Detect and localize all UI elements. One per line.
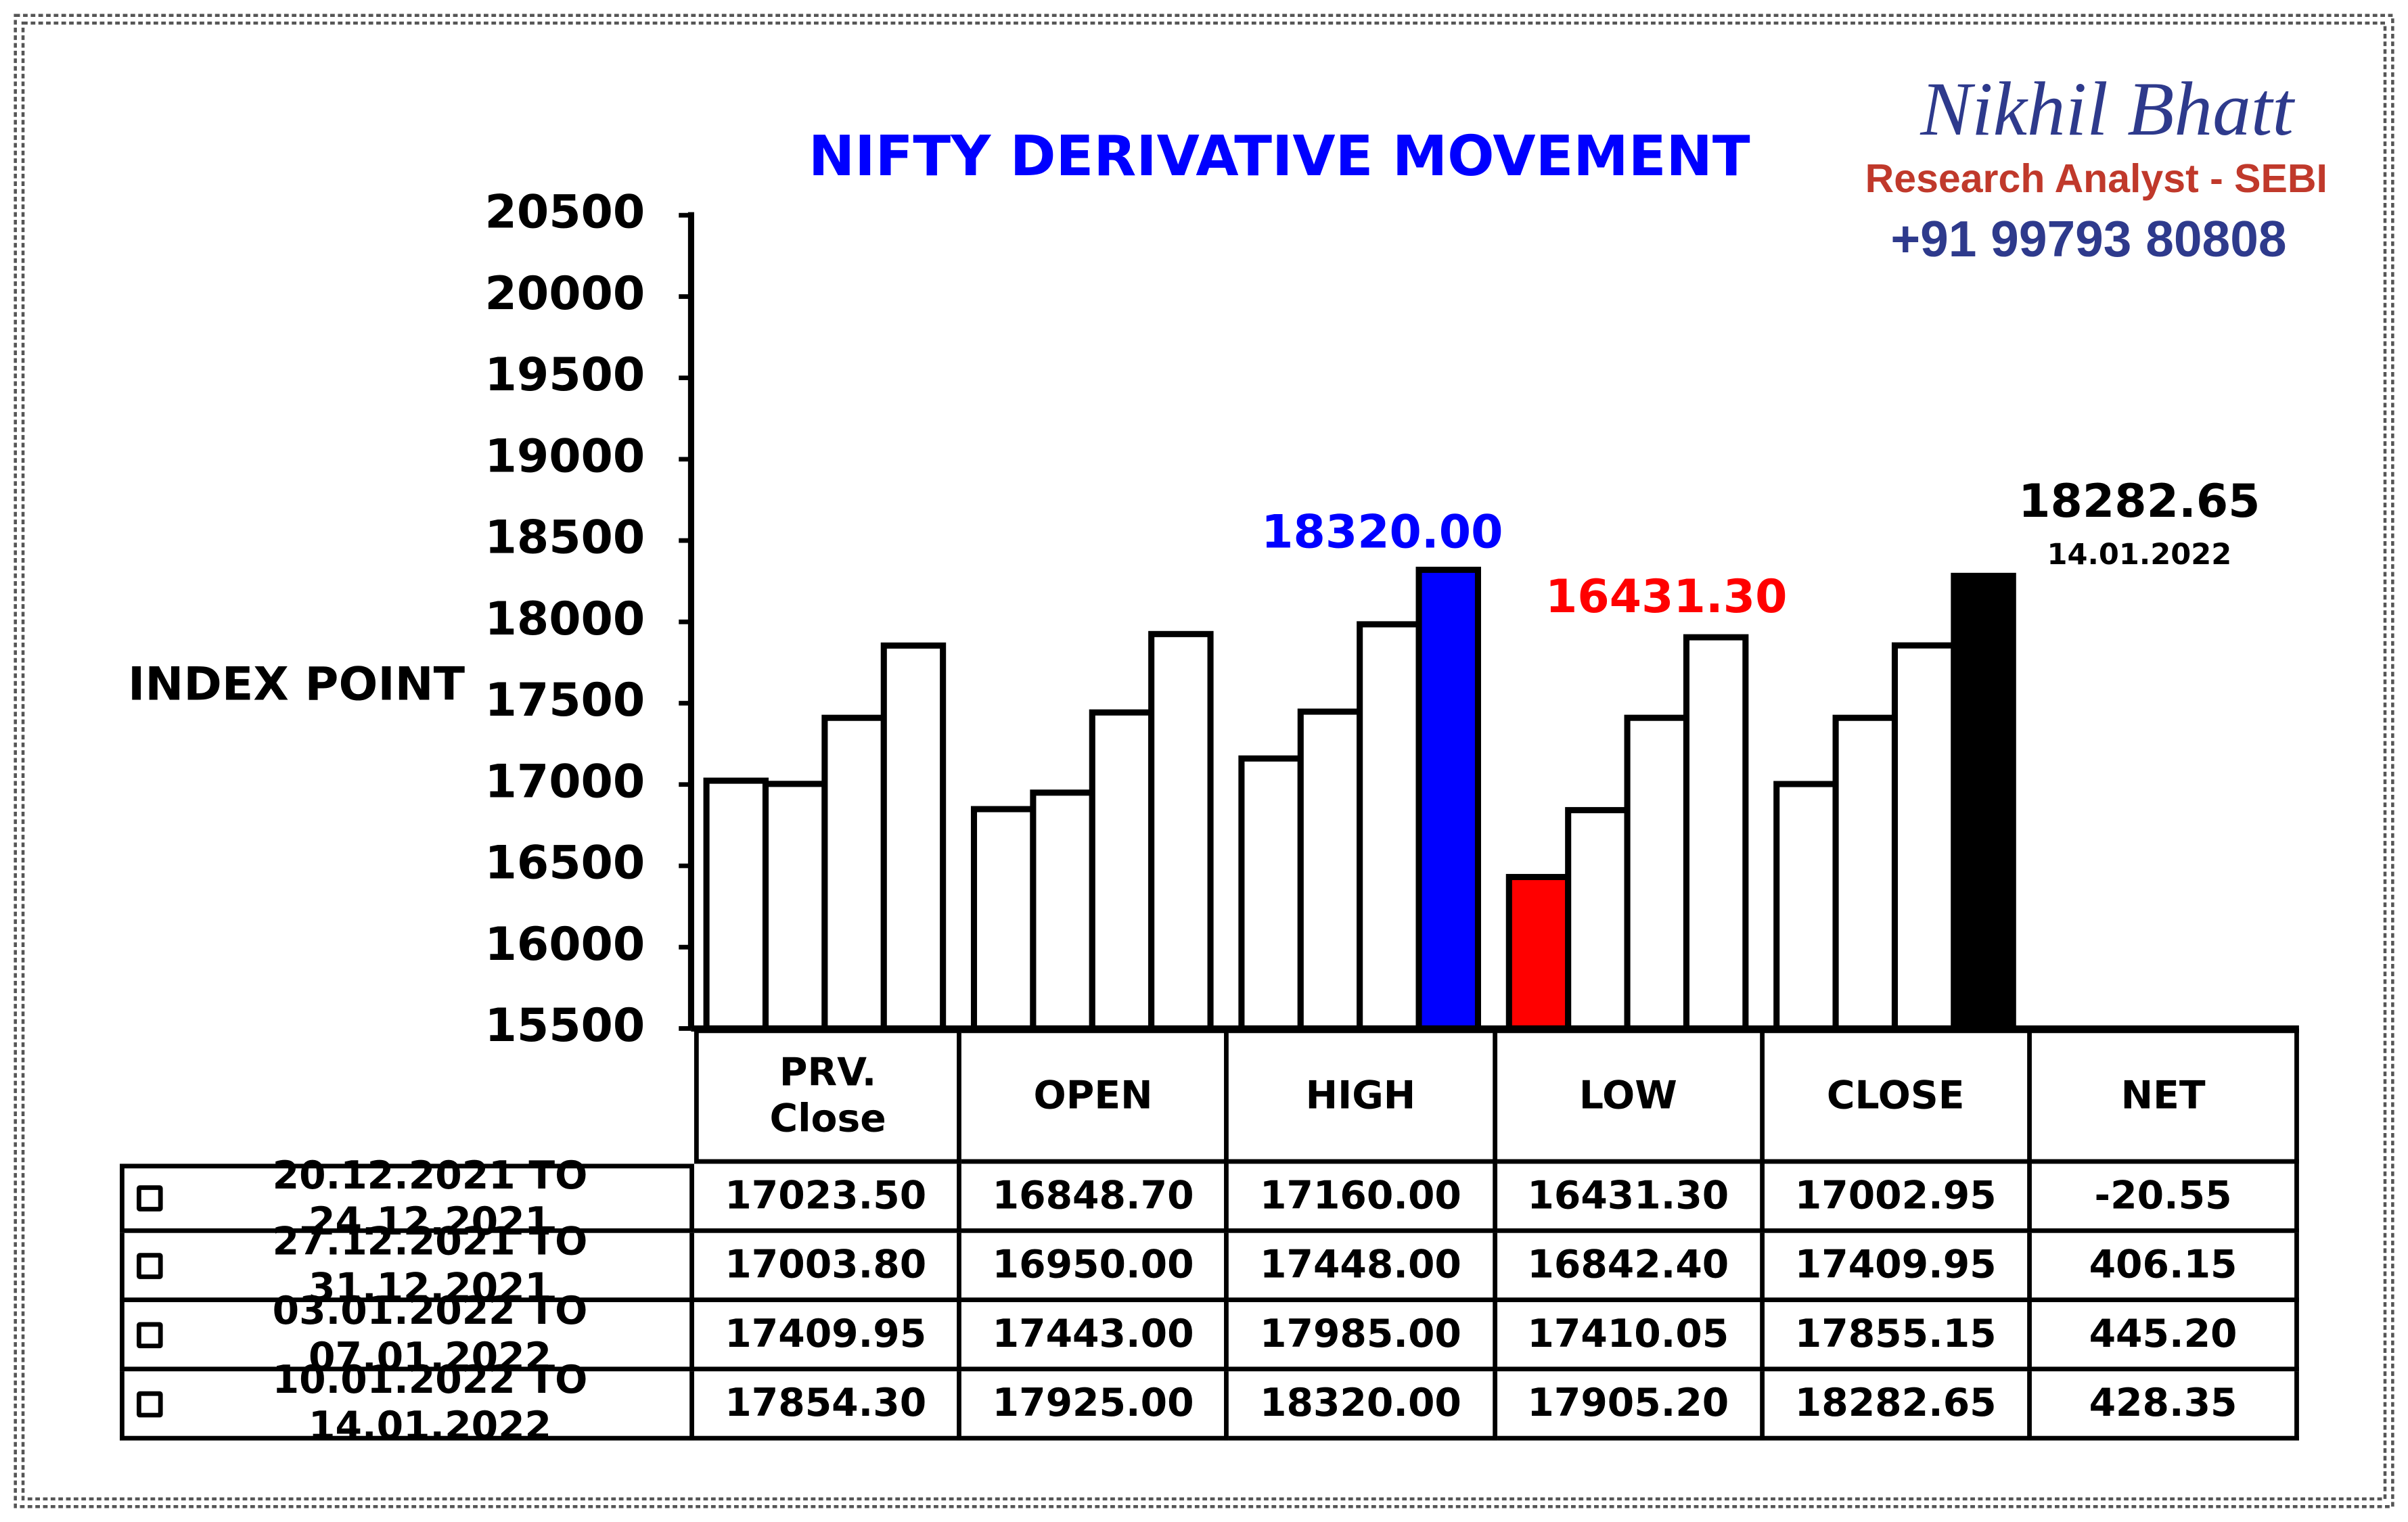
y-axis-label: INDEX POINT <box>128 658 465 711</box>
table-cell: 428.35 <box>2031 1371 2300 1441</box>
table-cell: 17410.05 <box>1497 1301 1765 1372</box>
y-tick-label: 16000 <box>484 918 645 971</box>
bar <box>762 781 828 1032</box>
table-cell: 18320.00 <box>1229 1371 1497 1441</box>
table-cell: 17023.50 <box>694 1163 962 1233</box>
table-cell: 16431.30 <box>1497 1163 1765 1233</box>
annotation: 14.01.2022 <box>2047 538 2231 572</box>
brand-phone: +91 99793 80808 <box>1890 210 2286 267</box>
legend-swatch <box>137 1390 163 1417</box>
y-tick-label: 20500 <box>484 186 645 239</box>
legend-swatch <box>137 1252 163 1278</box>
table-cell: 17443.00 <box>961 1301 1229 1372</box>
bar <box>1357 621 1422 1032</box>
bar <box>970 806 1037 1032</box>
table-cell: 17448.00 <box>1229 1232 1497 1302</box>
column-header: NET <box>2031 1028 2300 1164</box>
row-label: 20.12.2021 TO 24.12.2021 <box>120 1152 694 1243</box>
y-tick-label: 16500 <box>484 837 645 890</box>
table-cell: 16950.00 <box>961 1232 1229 1302</box>
row-label: 03.01.2022 TO 07.01.2022 <box>120 1289 694 1379</box>
row-label: 10.01.2022 TO 14.01.2022 <box>120 1358 694 1448</box>
bar <box>1148 630 1214 1032</box>
bar <box>1832 714 1899 1032</box>
column-header: HIGH <box>1229 1028 1497 1164</box>
table-cell: -20.55 <box>2031 1163 2300 1233</box>
bar <box>703 777 769 1032</box>
bar <box>1951 572 2016 1032</box>
row-label-text: 03.01.2022 TO 07.01.2022 <box>272 1288 588 1379</box>
legend-swatch <box>137 1185 163 1212</box>
y-tick-label: 19500 <box>484 348 645 402</box>
table-cell: 445.20 <box>2031 1301 2300 1372</box>
bar <box>1891 642 1957 1032</box>
bar <box>1624 714 1690 1032</box>
column-header: OPEN <box>961 1028 1229 1164</box>
row-label-text: 10.01.2022 TO 14.01.2022 <box>272 1357 588 1448</box>
table-cell: 17409.95 <box>694 1301 962 1372</box>
table-cell: 17409.95 <box>1764 1232 2032 1302</box>
y-tick-label: 18500 <box>484 511 645 565</box>
bar <box>1415 566 1481 1032</box>
table-cell: 17925.00 <box>961 1371 1229 1441</box>
data-table: PRV. Close OPEN HIGH LOW CLOSE NET 20.12.2021 … <box>120 1028 2300 1448</box>
y-tick-label: 17500 <box>484 674 645 727</box>
table-cell: 16848.70 <box>961 1163 1229 1233</box>
table-cell: 17160.00 <box>1229 1163 1497 1233</box>
row-label: 27.12.2021 TO 31.12.2021 <box>120 1219 694 1310</box>
column-header: LOW <box>1497 1028 1765 1164</box>
table-cell: 406.15 <box>2031 1232 2300 1302</box>
y-tick-label: 17000 <box>484 755 645 808</box>
bar-value-label: 16431.30 <box>1545 570 1787 624</box>
row-label-text: 27.12.2021 TO 31.12.2021 <box>272 1219 588 1310</box>
bar-value-label: 18282.65 <box>2018 475 2260 528</box>
table-cell: 17854.30 <box>694 1371 962 1441</box>
row-label-text: 20.12.2021 TO 24.12.2021 <box>272 1152 588 1243</box>
column-header: CLOSE <box>1764 1028 2032 1164</box>
bar <box>1683 634 1749 1032</box>
column-header: PRV. Close <box>694 1028 962 1164</box>
table-cell: 17002.95 <box>1764 1163 2032 1233</box>
bar <box>1297 708 1363 1032</box>
bar-value-label: 18320.00 <box>1261 505 1503 559</box>
table-cell: 18282.65 <box>1764 1371 2032 1441</box>
table-corner <box>120 1028 694 1163</box>
y-tick-label: 20000 <box>484 267 645 321</box>
table-cell: 17905.20 <box>1497 1371 1765 1441</box>
bar <box>1238 755 1304 1032</box>
bar <box>1089 709 1155 1032</box>
table-cell: 16842.40 <box>1497 1232 1765 1302</box>
bar <box>1030 789 1095 1032</box>
bar <box>1773 781 1839 1032</box>
bar <box>880 642 947 1032</box>
brand-name: Nikhil Bhatt <box>1919 66 2295 152</box>
y-tick-label: 18000 <box>484 593 645 646</box>
table-cell: 17855.15 <box>1764 1301 2032 1372</box>
brand-role: Research Analyst - SEBI <box>1865 156 2327 201</box>
table-cell: 17985.00 <box>1229 1301 1497 1372</box>
legend-swatch <box>137 1321 163 1348</box>
bar <box>821 714 887 1032</box>
bar <box>1565 807 1631 1032</box>
y-tick-label: 15500 <box>484 999 645 1053</box>
bar <box>1505 873 1572 1032</box>
table-cell: 17003.80 <box>694 1232 962 1302</box>
y-tick-label: 19000 <box>484 430 645 483</box>
chart-title: NIFTY DERIVATIVE MOVEMENT <box>809 124 1750 189</box>
